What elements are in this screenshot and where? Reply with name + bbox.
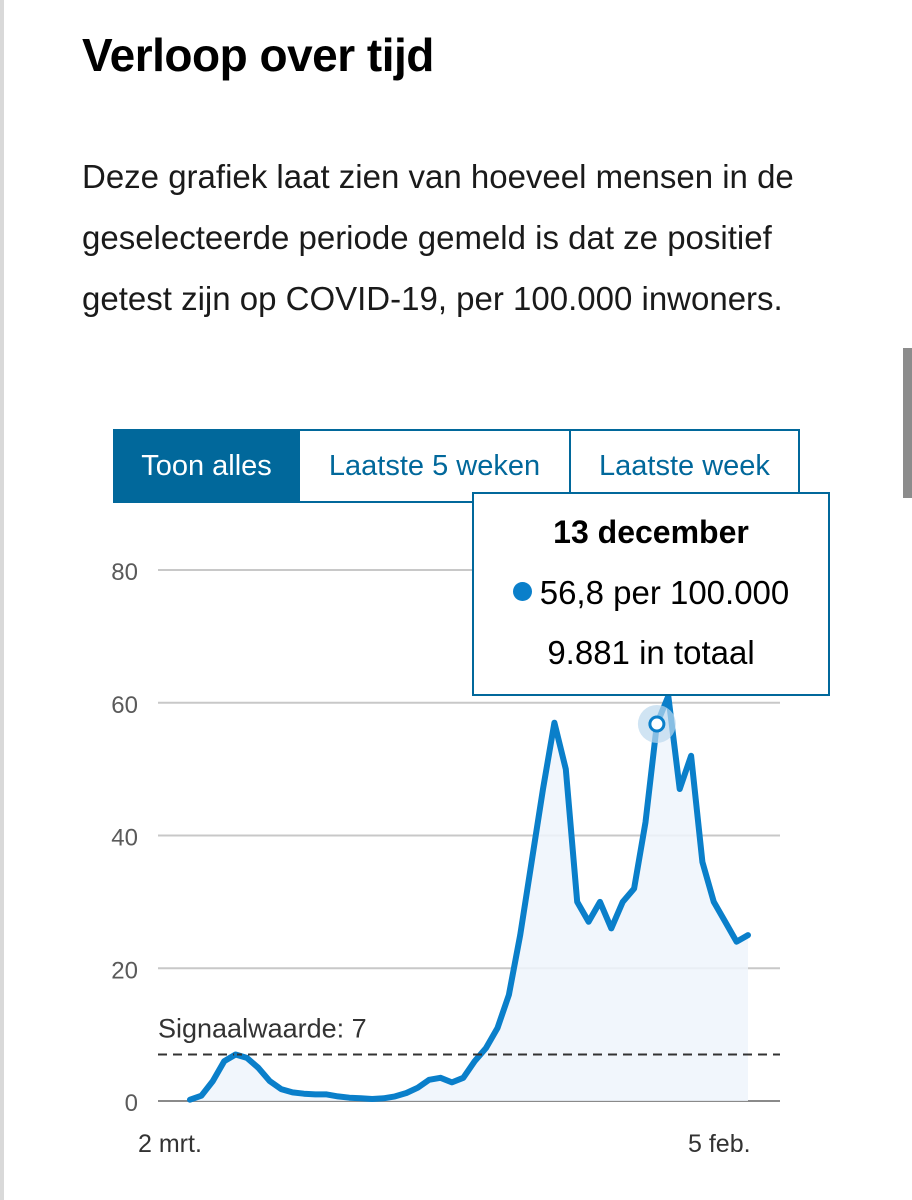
y-tick-label: 60 xyxy=(111,692,138,719)
data-point xyxy=(484,1046,488,1050)
data-point xyxy=(712,900,716,904)
series-area xyxy=(190,696,748,1101)
data-point xyxy=(211,1079,215,1083)
data-point xyxy=(188,1098,192,1102)
data-point xyxy=(245,1056,249,1060)
data-point xyxy=(632,887,636,891)
data-point xyxy=(347,1096,351,1100)
x-start-label: 2 mrt. xyxy=(138,1130,202,1158)
data-point xyxy=(723,920,727,924)
scrollbar-thumb[interactable] xyxy=(903,348,912,498)
selected-point xyxy=(648,715,666,733)
data-point xyxy=(268,1079,272,1083)
data-point xyxy=(359,1096,363,1100)
left-edge-line xyxy=(0,0,4,1200)
data-point xyxy=(439,1076,443,1080)
period-tabs: Toon alles Laatste 5 weken Laatste week xyxy=(113,429,800,503)
data-point xyxy=(199,1094,203,1098)
threshold-label: Signaalwaarde: 7 xyxy=(158,1014,367,1044)
data-point xyxy=(587,920,591,924)
data-point xyxy=(325,1092,329,1096)
tab-toon-alles[interactable]: Toon alles xyxy=(113,429,300,503)
data-point xyxy=(541,787,545,791)
data-point xyxy=(234,1053,238,1057)
chart-tooltip: 13 december 56,8 per 100.000 9.881 in to… xyxy=(472,492,830,696)
x-end-label: 5 feb. xyxy=(688,1130,751,1158)
data-point xyxy=(336,1094,340,1098)
tooltip-value: 56,8 per 100.000 xyxy=(539,574,790,611)
data-point xyxy=(644,820,648,824)
y-tick-label: 80 xyxy=(111,559,138,586)
section-heading: Verloop over tijd xyxy=(82,29,434,81)
data-point xyxy=(256,1066,260,1070)
data-point xyxy=(689,754,693,758)
intro-text: Deze grafiek laat zien van hoeveel mense… xyxy=(82,158,794,317)
tooltip-value-row: 56,8 per 100.000 xyxy=(474,574,828,612)
data-point xyxy=(746,933,750,937)
data-point xyxy=(735,940,739,944)
data-point xyxy=(461,1076,465,1080)
data-point xyxy=(416,1086,420,1090)
data-point xyxy=(279,1087,283,1091)
data-point xyxy=(507,993,511,997)
tooltip-total: 9.881 in totaal xyxy=(547,634,755,671)
tab-laatste-5-weken[interactable]: Laatste 5 weken xyxy=(300,429,571,503)
data-point xyxy=(564,767,568,771)
data-point xyxy=(382,1096,386,1100)
data-point xyxy=(302,1092,306,1096)
y-tick-label: 40 xyxy=(111,825,138,852)
y-tick-label: 20 xyxy=(111,957,138,984)
data-point xyxy=(552,721,556,725)
data-point xyxy=(290,1090,294,1094)
data-point xyxy=(575,900,579,904)
tab-laatste-week[interactable]: Laatste week xyxy=(571,429,800,503)
tooltip-date: 13 december xyxy=(553,514,749,550)
data-point xyxy=(700,860,704,864)
data-point xyxy=(621,900,625,904)
y-tick-label: 0 xyxy=(125,1090,138,1117)
data-point xyxy=(495,1026,499,1030)
data-point xyxy=(427,1078,431,1082)
data-point xyxy=(450,1080,454,1084)
data-point xyxy=(393,1094,397,1098)
data-point xyxy=(518,933,522,937)
data-point xyxy=(222,1059,226,1063)
data-point xyxy=(609,926,613,930)
data-point xyxy=(473,1059,477,1063)
data-point xyxy=(313,1092,317,1096)
data-point xyxy=(678,787,682,791)
data-point xyxy=(404,1091,408,1095)
data-point xyxy=(530,860,534,864)
data-point xyxy=(370,1097,374,1101)
data-point xyxy=(598,900,602,904)
series-dot-icon xyxy=(512,582,532,601)
